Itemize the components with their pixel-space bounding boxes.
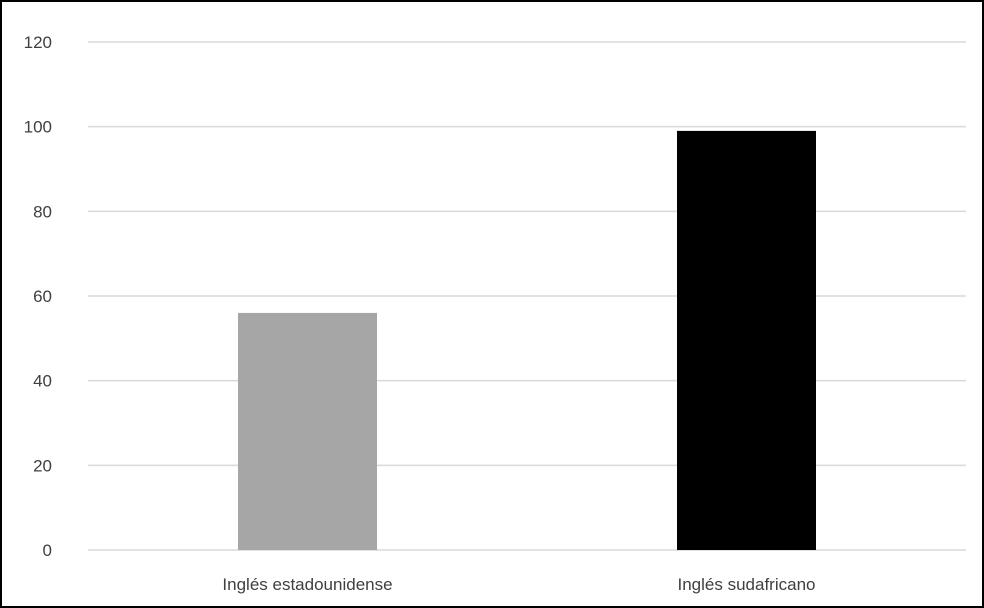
y-tick-label: 120 [24,33,52,52]
y-tick-label: 80 [33,202,52,221]
x-category-label: Inglés sudafricano [678,575,816,594]
bar-1 [238,312,377,550]
bar-2 [677,130,816,550]
y-tick-label: 0 [43,541,52,560]
y-tick-label: 20 [33,456,52,475]
y-tick-label: 40 [33,372,52,391]
y-tick-label: 60 [33,287,52,306]
x-category-label: Inglés estadounidense [222,575,392,594]
y-tick-label: 100 [24,118,52,137]
